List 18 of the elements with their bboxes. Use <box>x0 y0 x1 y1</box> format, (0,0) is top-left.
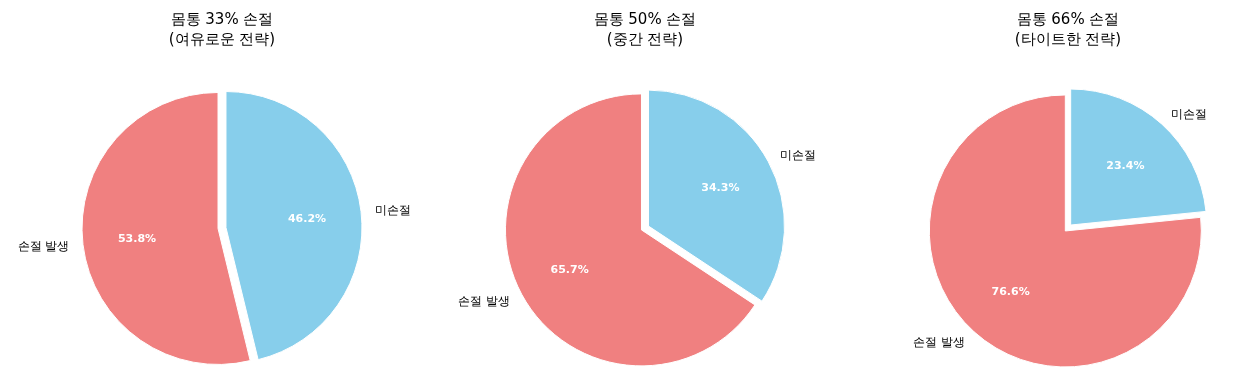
data-label: 53.8% <box>117 232 157 246</box>
chart-title: 몸통 33% 손절 <box>170 10 274 28</box>
data-label: 76.6% <box>991 285 1030 299</box>
chart-title: 몸통 66% 손절 <box>1016 10 1120 28</box>
slice-label: 미손절 <box>1171 107 1208 122</box>
data-label: 34.3% <box>701 181 740 195</box>
data-label: 23.4% <box>1106 158 1145 172</box>
data-label: 65.7% <box>550 262 589 276</box>
slice-label: 손절 발생 <box>457 293 510 308</box>
slice-label: 손절 발생 <box>17 239 70 254</box>
slice-label: 미손절 <box>780 148 817 163</box>
chart-subtitle: (여유로운 전략) <box>168 30 276 48</box>
chart-subtitle: (타이트한 전략) <box>1014 30 1122 48</box>
data-label: 46.2% <box>287 211 327 225</box>
slice-label: 미손절 <box>374 202 411 217</box>
chart-subtitle: (중간 전략) <box>606 30 684 48</box>
chart-title: 몸통 50% 손절 <box>593 10 697 28</box>
slice-label: 손절 발생 <box>913 334 965 349</box>
